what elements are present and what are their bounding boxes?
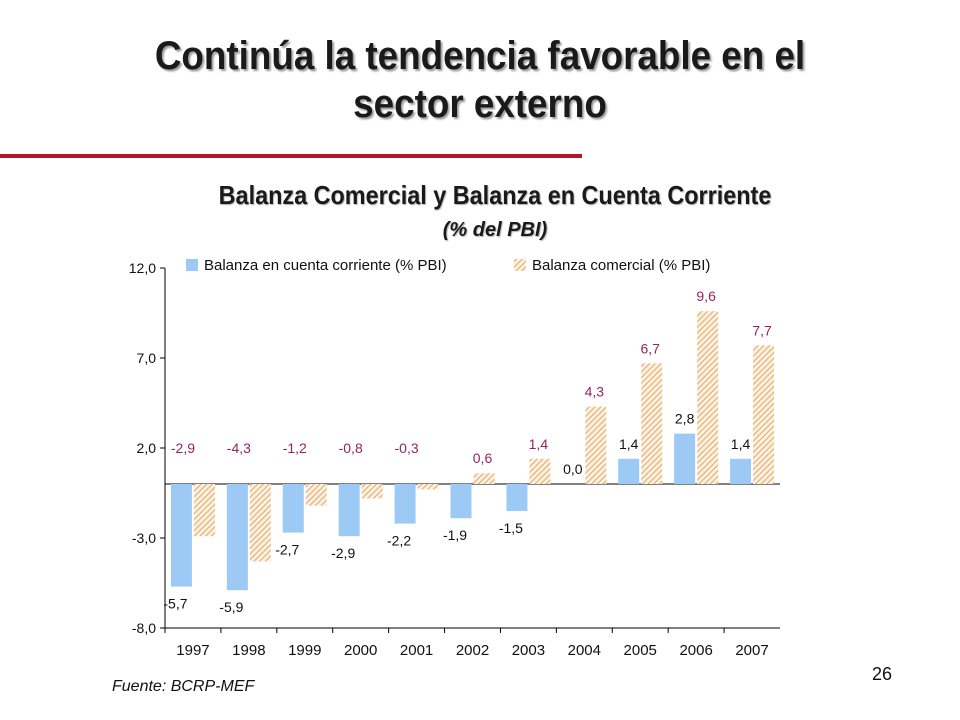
y-tick-label: 12,0 bbox=[129, 260, 156, 276]
x-tick-label: 2003 bbox=[512, 642, 545, 659]
bar-current-account bbox=[282, 484, 304, 533]
x-tick-label: 1997 bbox=[176, 642, 209, 659]
data-label-trade-balance: -4,3 bbox=[227, 440, 251, 456]
x-tick-label: 2007 bbox=[735, 642, 768, 659]
x-tick-label: 1999 bbox=[288, 642, 321, 659]
data-label-current-account: 0,0 bbox=[563, 461, 583, 477]
data-label-trade-balance: -2,9 bbox=[171, 440, 195, 456]
bar-trade-balance bbox=[305, 484, 327, 506]
x-tick-label: 2002 bbox=[456, 642, 489, 659]
bar-current-account bbox=[674, 433, 696, 484]
data-label-trade-balance: -0,8 bbox=[339, 440, 363, 456]
legend-swatch-trade-balance bbox=[514, 259, 526, 271]
bar-trade-balance bbox=[417, 484, 439, 490]
chart-subtitle: (% del PBI) bbox=[442, 219, 548, 241]
data-label-trade-balance: 9,6 bbox=[696, 288, 716, 304]
legend-label-trade-balance: Balanza comercial (% PBI) bbox=[532, 257, 710, 274]
slide-title-line2: sector externo bbox=[353, 82, 607, 126]
title-accent-rule bbox=[0, 154, 582, 158]
page-number: 26 bbox=[872, 664, 893, 684]
x-tick-label: 2004 bbox=[568, 642, 601, 659]
bar-current-account bbox=[394, 484, 416, 524]
data-label-current-account: -2,2 bbox=[387, 533, 411, 549]
data-label-current-account: 1,4 bbox=[731, 436, 751, 452]
bar-trade-balance bbox=[753, 345, 775, 484]
data-label-current-account: 2,8 bbox=[675, 411, 695, 427]
chart-title: Balanza Comercial y Balanza en Cuenta Co… bbox=[218, 180, 772, 210]
data-label-trade-balance: 6,7 bbox=[640, 340, 660, 356]
bar-current-account bbox=[170, 484, 192, 587]
x-tick-label: 2005 bbox=[624, 642, 657, 659]
data-label-trade-balance: -0,3 bbox=[395, 440, 419, 456]
legend-swatch-current-account bbox=[186, 259, 198, 271]
x-tick-label: 2001 bbox=[400, 642, 433, 659]
bar-trade-balance bbox=[249, 484, 271, 562]
bar-trade-balance bbox=[697, 311, 719, 484]
slide-title-line1: Continúa la tendencia favorable en el bbox=[154, 34, 806, 78]
bar-current-account bbox=[450, 484, 472, 519]
bar-trade-balance bbox=[193, 484, 215, 537]
bar-current-account bbox=[506, 484, 528, 511]
legend-label-current-account: Balanza en cuenta corriente (% PBI) bbox=[204, 257, 447, 274]
data-label-current-account: 1,4 bbox=[619, 436, 639, 452]
y-tick-label: 2,0 bbox=[137, 440, 157, 456]
x-tick-label: 1998 bbox=[232, 642, 265, 659]
data-label-current-account: -5,9 bbox=[219, 599, 243, 615]
data-label-current-account: -2,9 bbox=[331, 545, 355, 561]
bar-current-account bbox=[226, 484, 248, 591]
bar-trade-balance bbox=[641, 363, 663, 484]
data-label-current-account: -2,7 bbox=[275, 542, 299, 558]
y-tick-label: 7,0 bbox=[137, 350, 157, 366]
bar-current-account bbox=[730, 458, 752, 484]
data-label-trade-balance: 0,6 bbox=[473, 450, 493, 466]
data-label-trade-balance: 4,3 bbox=[585, 384, 605, 400]
y-tick-label: -8,0 bbox=[132, 620, 156, 636]
bar-trade-balance bbox=[361, 484, 383, 499]
data-label-current-account: -1,5 bbox=[499, 520, 523, 536]
slide-title: Continúa la tendencia favorable en el se… bbox=[75, 32, 885, 128]
bar-current-account bbox=[618, 458, 640, 484]
data-label-current-account: -1,9 bbox=[443, 527, 467, 543]
bar-trade-balance bbox=[529, 458, 551, 484]
plot-area: 12,0 7,0 2,0 -3,0 -8,0 1997 -5,7 -2,9 1998 -5,9 -4… bbox=[129, 257, 780, 659]
data-label-trade-balance: -1,2 bbox=[283, 440, 307, 456]
bar-trade-balance bbox=[585, 406, 607, 484]
bar-trade-balance bbox=[473, 473, 495, 484]
data-label-current-account: -5,7 bbox=[163, 596, 187, 612]
x-tick-label: 2006 bbox=[679, 642, 712, 659]
bar-current-account bbox=[338, 484, 360, 537]
x-tick-label: 2000 bbox=[344, 642, 377, 659]
data-label-trade-balance: 7,7 bbox=[752, 322, 772, 338]
y-tick-label: -3,0 bbox=[132, 530, 156, 546]
source-note: Fuente: BCRP-MEF bbox=[112, 678, 255, 695]
data-label-trade-balance: 1,4 bbox=[529, 436, 549, 452]
